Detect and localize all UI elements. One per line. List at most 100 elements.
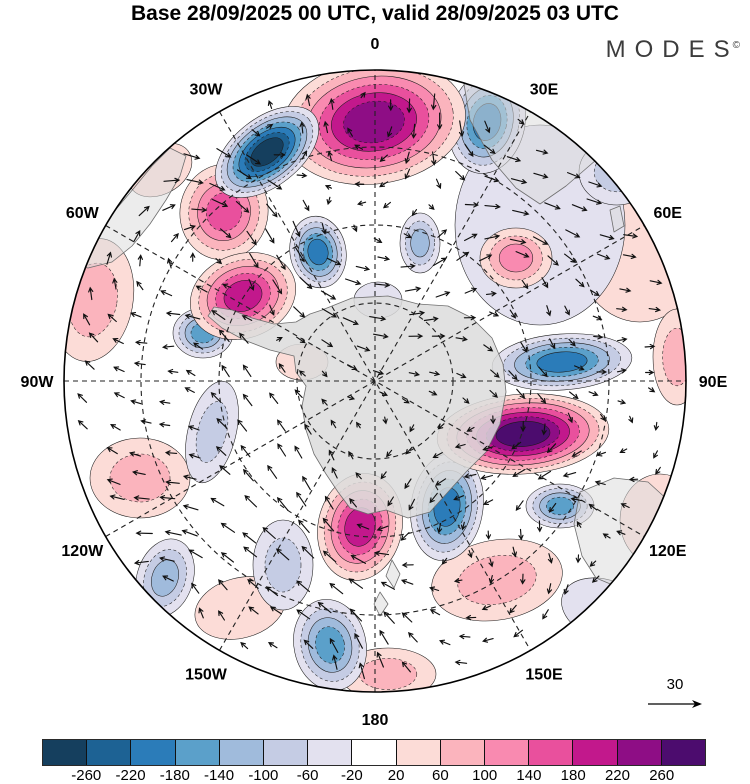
wind-vector-arrow <box>567 172 581 179</box>
wind-vector-arrow <box>164 530 182 536</box>
wind-vector-arrow <box>455 170 466 181</box>
colorbar-segment <box>86 740 131 765</box>
wind-vector-arrow <box>219 464 231 475</box>
wind-vector-arrow <box>278 362 286 373</box>
wind-vector-arrow <box>648 306 662 313</box>
anomaly-center <box>479 227 553 289</box>
wind-vector-arrow <box>106 478 121 485</box>
wind-vector-arrow <box>296 336 306 344</box>
wind-vector-arrow <box>302 199 310 212</box>
wind-vector-arrow <box>537 470 552 480</box>
wind-vector-arrow <box>464 233 478 242</box>
wind-vector-arrow <box>242 364 252 377</box>
colorbar-segment <box>174 740 219 765</box>
colorbar-segment <box>263 740 308 765</box>
wind-vector-arrow <box>541 277 549 289</box>
wind-vector-arrow <box>269 304 275 316</box>
wind-vector-arrow <box>537 393 547 404</box>
wind-vector-arrow <box>133 559 149 566</box>
wind-vector-arrow <box>463 315 477 321</box>
wind-vector-arrow <box>645 369 655 376</box>
wind-vector-arrow <box>110 423 121 431</box>
wind-vector-arrow <box>463 473 477 479</box>
wind-vector-arrow <box>242 393 253 407</box>
wind-vector-arrow <box>158 422 171 428</box>
colorbar-segment <box>130 740 175 765</box>
wind-vector-arrow <box>237 419 248 432</box>
wind-vector-arrow <box>162 204 176 211</box>
wind-vector-arrow <box>160 290 173 297</box>
wind-vector-arrow <box>299 276 313 290</box>
wind-vector-arrow <box>594 480 606 486</box>
map-boundary-circle <box>63 69 687 693</box>
wind-vector-arrow <box>165 310 181 317</box>
wind-vector-arrow <box>251 129 261 137</box>
wind-vector-arrow <box>235 201 250 213</box>
wind-vector-arrow <box>187 425 200 431</box>
wind-vector-arrow <box>617 399 627 405</box>
wind-vector-arrow <box>649 279 663 285</box>
wind-vector-arrow <box>400 263 416 269</box>
wind-vector-arrow <box>349 498 357 508</box>
wind-vector-arrow <box>619 448 628 453</box>
wind-vector-arrow <box>387 126 393 138</box>
wind-vector-arrow <box>218 610 225 621</box>
wind-vector-arrow <box>379 154 388 162</box>
wind-vector-arrow <box>129 451 142 457</box>
wind-vector-arrow <box>515 251 530 258</box>
wind-vector-arrow <box>326 196 332 206</box>
longitude-label-120W: 120W <box>61 543 104 560</box>
polar-map-svg: 0 30E 60E 90E 120E 150E 180 150W 120W 90W 60W 30W <box>21 36 728 729</box>
polar-map: 0 30E 60E 90E 120E 150E 180 150W 120W 90W 60W 30W <box>21 36 728 729</box>
wind-vector-arrow <box>77 393 88 403</box>
wind-vector-arrow <box>404 168 411 180</box>
wind-vector-arrow <box>220 228 232 239</box>
longitude-label-0: 0 <box>371 36 380 53</box>
wind-vector-arrow <box>277 419 286 432</box>
wind-vector-arrow <box>622 253 637 259</box>
wind-vector-arrow <box>516 388 526 399</box>
wind-vector-arrow <box>133 495 150 501</box>
wind-vector-arrow <box>509 604 517 614</box>
wind-vector-arrow <box>276 254 286 271</box>
wind-vector-arrow <box>350 555 367 564</box>
wind-vector-arrow <box>405 446 413 455</box>
wind-vector-arrow <box>563 584 569 596</box>
wind-vector-arrow <box>276 337 283 342</box>
wind-vector-arrow <box>406 98 412 114</box>
wind-vector-arrow <box>596 451 606 457</box>
wind-vector-arrow <box>628 415 634 424</box>
longitude-label-90E: 90E <box>699 374 728 391</box>
longitude-label-60E: 60E <box>653 205 682 222</box>
wind-vector-arrow <box>520 573 526 585</box>
wind-vector-arrow <box>220 552 234 563</box>
wind-vector-arrow <box>159 556 175 562</box>
wind-vector-arrow <box>388 99 394 112</box>
wind-vector-arrow <box>532 236 549 245</box>
wind-vector-arrow <box>546 305 552 317</box>
wind-vector-arrow <box>331 467 338 479</box>
wind-vector-arrow <box>616 530 626 536</box>
wind-vector-arrow <box>617 337 628 343</box>
wind-vector-arrow <box>112 338 124 345</box>
contour-ring <box>578 138 656 206</box>
antarctica-landmass <box>207 295 507 519</box>
wind-vector-arrow <box>441 557 448 565</box>
wind-vector-arrow <box>511 441 522 450</box>
wind-vector-arrow <box>484 203 501 210</box>
wind-vector-arrow <box>138 205 150 217</box>
wind-vector-arrow <box>588 503 598 511</box>
wind-vector-arrow <box>544 202 561 210</box>
wind-vector-arrow <box>354 632 363 649</box>
wind-vector-arrow <box>303 639 314 649</box>
wind-vector-arrow <box>511 546 517 558</box>
colorbar-tick-label: -100 <box>248 767 279 784</box>
wind-vector-arrow <box>244 495 258 508</box>
wind-vector-arrow <box>294 445 303 459</box>
wind-vector-arrow <box>462 397 470 404</box>
wind-vector-arrow <box>322 517 335 532</box>
wind-vector-arrow <box>600 413 606 422</box>
anomaly-center <box>89 437 191 519</box>
wind-vector-arrow <box>373 333 389 339</box>
wind-vector-arrow <box>464 143 474 158</box>
